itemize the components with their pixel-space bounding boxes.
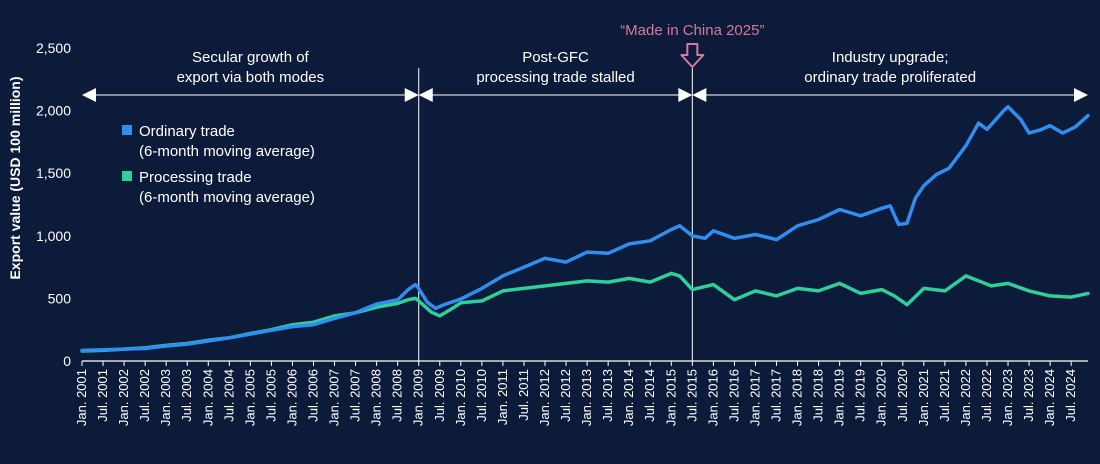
x-tick-label: Jan. 2020 bbox=[874, 369, 889, 426]
x-tick-label: Jul. 2007 bbox=[348, 369, 363, 422]
legend-sublabel: (6-month moving average) bbox=[139, 189, 315, 206]
series-line-ordinary-trade bbox=[80, 105, 1090, 353]
x-tick-label: Jul. 2019 bbox=[853, 369, 868, 422]
era-arrow-right bbox=[678, 88, 693, 102]
x-axis bbox=[81, 360, 1088, 366]
series-line-processing-trade bbox=[80, 271, 1090, 353]
x-tick-label: Jul. 2001 bbox=[95, 369, 110, 422]
era-arrow-right bbox=[1074, 88, 1088, 102]
x-tick-label: Jul. 2002 bbox=[137, 369, 152, 422]
y-tick-label: 1,000 bbox=[36, 228, 71, 244]
x-tick-label: Jan. 2005 bbox=[242, 369, 257, 426]
event-annotation: “Made in China 2025” bbox=[620, 22, 764, 68]
y-tick-label: 1,500 bbox=[36, 165, 71, 181]
legend-sublabel: (6-month moving average) bbox=[139, 143, 315, 160]
y-tick-label: 2,000 bbox=[36, 103, 71, 119]
x-tick-labels: Jan. 2001 Jul. 2001 Jan. 2002 Jul. 2002 Jan.… bbox=[74, 369, 1078, 426]
x-tick-label: Jul. 2006 bbox=[306, 369, 321, 422]
x-tick-label: Jan. 2023 bbox=[1000, 369, 1015, 426]
era-label-line1: Secular growth of bbox=[192, 49, 310, 66]
x-tick-label: Jan. 2007 bbox=[327, 369, 342, 426]
x-tick-label: Jul. 2013 bbox=[600, 369, 615, 422]
x-tick-label: Jul. 2015 bbox=[684, 369, 699, 422]
x-tick-label: Jan. 2015 bbox=[663, 369, 678, 426]
era-annotations: Secular growth of export via both modes Po… bbox=[82, 49, 1088, 361]
y-tick-label: 2,500 bbox=[36, 40, 71, 56]
x-tick-label: Jan. 2019 bbox=[832, 369, 847, 426]
era-arrow-left bbox=[418, 88, 433, 102]
x-tick-label: Jul. 2020 bbox=[895, 369, 910, 422]
era-arrow-left bbox=[82, 88, 96, 102]
y-tick-label: 500 bbox=[48, 290, 72, 306]
x-tick-label: Jul. 2014 bbox=[642, 369, 657, 422]
x-tick-label: Jan. 2004 bbox=[200, 369, 215, 426]
legend-label: Processing trade bbox=[139, 169, 252, 186]
x-tick-label: Jan. 2009 bbox=[411, 369, 426, 426]
event-label: “Made in China 2025” bbox=[620, 22, 764, 39]
y-axis-title: Export value (USD 100 million) bbox=[7, 76, 23, 279]
x-tick-label: Jul. 2016 bbox=[726, 369, 741, 422]
x-tick-label: Jan. 2002 bbox=[116, 369, 131, 426]
era-arrow-left bbox=[692, 88, 707, 102]
x-tick-label: Jul. 2005 bbox=[263, 369, 278, 422]
legend-swatch bbox=[122, 125, 132, 135]
event-arrow-icon bbox=[680, 43, 705, 68]
x-tick-label: Jan. 2003 bbox=[158, 369, 173, 426]
era-label-line1: Industry upgrade; bbox=[832, 49, 949, 66]
x-tick-label: Jan. 2018 bbox=[790, 369, 805, 426]
x-tick-label: Jul. 2004 bbox=[221, 369, 236, 422]
x-tick-label: Jul. 2022 bbox=[979, 369, 994, 422]
x-tick-label: Jan. 2017 bbox=[747, 369, 762, 426]
x-tick-label: Jan. 2021 bbox=[916, 369, 931, 426]
x-tick-label: Jul. 2011 bbox=[516, 369, 531, 421]
x-tick-label: Jul. 2008 bbox=[390, 369, 405, 422]
x-tick-label: Jan. 2022 bbox=[958, 369, 973, 426]
x-tick-label: Jan. 2008 bbox=[369, 369, 384, 426]
x-tick-label: Jul. 2012 bbox=[558, 369, 573, 422]
era-label-line1: Post-GFC bbox=[522, 49, 589, 66]
x-tick-label: Jan. 2006 bbox=[284, 369, 299, 426]
x-tick-label: Jan. 2010 bbox=[453, 369, 468, 426]
x-tick-label: Jul. 2017 bbox=[769, 369, 784, 422]
y-axis: 0 500 1,000 1,500 2,000 2,500 bbox=[36, 40, 71, 369]
era-label-line2: ordinary trade proliferated bbox=[804, 69, 976, 86]
x-tick-label: Jan. 2011 bbox=[495, 369, 510, 425]
era-label-line2: processing trade stalled bbox=[476, 69, 634, 86]
era-arrow-right bbox=[404, 88, 419, 102]
x-tick-label: Jan. 2014 bbox=[621, 369, 636, 426]
x-tick-label: Jan. 2013 bbox=[579, 369, 594, 426]
legend-label: Ordinary trade bbox=[139, 123, 235, 140]
x-tick-label: Jul. 2021 bbox=[937, 369, 952, 422]
legend-swatch bbox=[122, 171, 132, 181]
y-tick-label: 0 bbox=[63, 353, 71, 369]
x-tick-label: Jul. 2024 bbox=[1063, 369, 1078, 422]
x-tick-label: Jul. 2023 bbox=[1021, 369, 1036, 422]
x-tick-label: Jul. 2009 bbox=[432, 369, 447, 422]
x-tick-label: Jan. 2012 bbox=[537, 369, 552, 426]
legend: Ordinary trade (6-month moving average) Pr… bbox=[122, 123, 315, 206]
x-tick-label: Jan. 2016 bbox=[705, 369, 720, 426]
era-label-line2: export via both modes bbox=[177, 69, 325, 86]
x-tick-label: Jan. 2001 bbox=[74, 369, 89, 426]
x-tick-label: Jan. 2024 bbox=[1042, 369, 1057, 426]
x-tick-label: Jul. 2003 bbox=[179, 369, 194, 422]
x-tick-label: Jul. 2010 bbox=[474, 369, 489, 422]
series-lines bbox=[80, 105, 1090, 353]
x-tick-label: Jul. 2018 bbox=[811, 369, 826, 422]
